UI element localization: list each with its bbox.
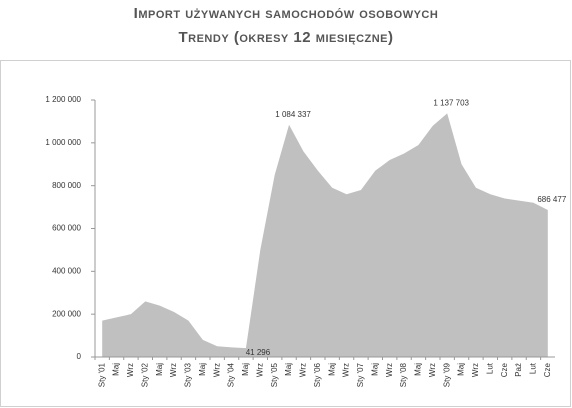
x-tick-label: Maj [241, 363, 250, 376]
x-tick-label: Sty '08 [399, 362, 408, 387]
x-tick-label: Maj [457, 363, 466, 376]
y-tick-label: 200 000 [52, 309, 81, 318]
x-tick-label: Sty '05 [270, 362, 279, 387]
x-tick-label: Maj [155, 363, 164, 376]
x-tick-label: Maj [284, 363, 293, 376]
x-tick-label: Wrz [471, 363, 480, 377]
chart-frame [0, 60, 571, 407]
y-tick-label: 1 000 000 [45, 138, 81, 147]
x-tick-label: Maj [112, 363, 121, 376]
x-tick-label: Lut [485, 362, 494, 374]
x-tick-label: Wrz [126, 363, 135, 377]
x-tick-label: Cze [543, 362, 552, 377]
data-label: 41 296 [246, 348, 271, 357]
x-tick-label: Lut [529, 362, 538, 374]
data-label: 1 137 703 [433, 98, 469, 107]
data-label: 1 084 337 [275, 110, 311, 119]
x-tick-label: Wrz [342, 363, 351, 377]
x-tick-label: Maj [327, 363, 336, 376]
y-tick-label: 800 000 [52, 181, 81, 190]
x-tick-label: Sty '06 [313, 362, 322, 387]
x-tick-label: Paź [514, 363, 523, 377]
area [102, 113, 548, 357]
x-tick-label: Wrz [212, 363, 221, 377]
x-tick-label: Sty '07 [356, 362, 365, 387]
x-tick-label: Sty '09 [442, 362, 451, 387]
x-tick-label: Sty '02 [140, 362, 149, 387]
x-tick-label: Maj [370, 363, 379, 376]
x-tick-label: Sty '03 [184, 362, 193, 387]
y-tick-label: 0 [77, 352, 82, 361]
data-label: 686 477 [537, 195, 566, 204]
y-tick-label: 400 000 [52, 266, 81, 275]
y-tick-label: 1 200 000 [45, 95, 81, 104]
chart-title: Import używanych samochodów osobowych [134, 5, 439, 22]
x-tick-label: Sty '04 [227, 362, 236, 387]
x-tick-label: Wrz [299, 363, 308, 377]
x-tick-label: Maj [414, 363, 423, 376]
x-tick-label: Wrz [255, 363, 264, 377]
x-tick-label: Wrz [169, 363, 178, 377]
x-tick-label: Cze [500, 362, 509, 377]
chart-subtitle: Trendy (okresy 12 miesięczne) [178, 29, 393, 46]
x-tick-label: Wrz [385, 363, 394, 377]
x-tick-label: Wrz [428, 363, 437, 377]
y-tick-label: 600 000 [52, 224, 81, 233]
x-tick-label: Sty '01 [97, 362, 106, 387]
x-tick-label: Maj [198, 363, 207, 376]
